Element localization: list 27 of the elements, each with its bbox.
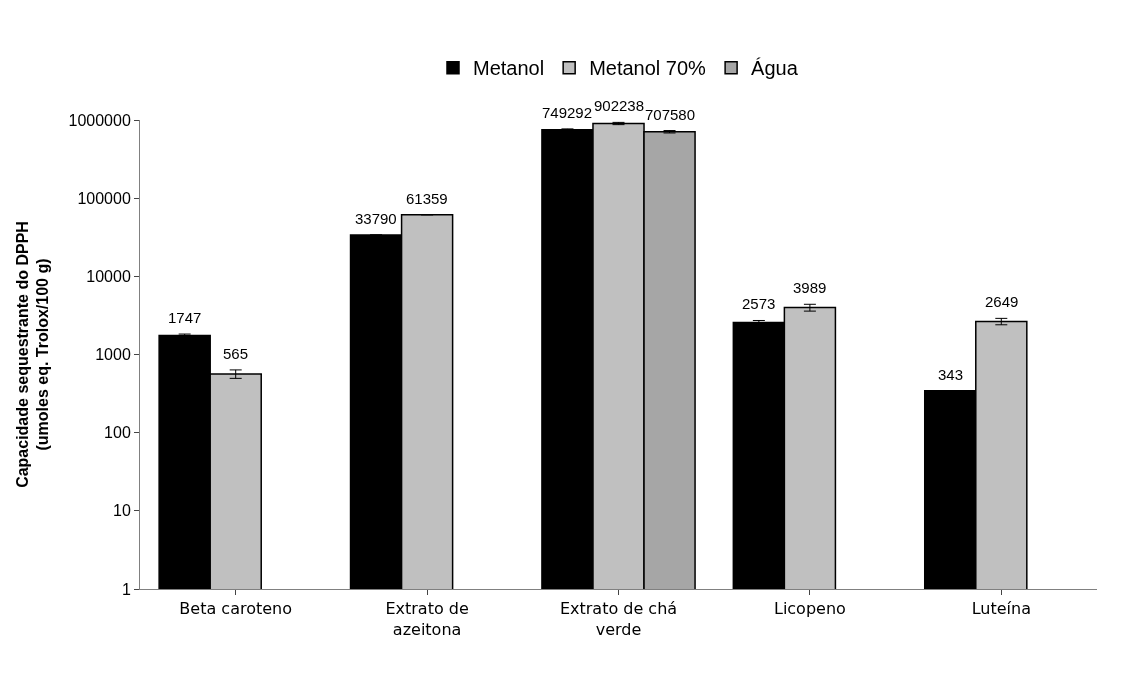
data-label: 2649 <box>985 293 1019 310</box>
data-label: 33790 <box>355 210 397 227</box>
data-label: 1747 <box>168 309 202 326</box>
x-tick-label: Extrato de azeitona <box>385 599 469 639</box>
data-label: 902238 <box>594 97 645 114</box>
data-label: 3989 <box>793 279 827 296</box>
y-tick-label: 10 <box>113 502 131 520</box>
y-tick-label: 10000 <box>86 267 131 285</box>
data-label: 343 <box>938 366 964 383</box>
legend-label: Água <box>751 57 799 80</box>
x-tick-label: Licopeno <box>773 599 846 619</box>
data-label: 749292 <box>542 104 593 121</box>
x-tick-label: Luteína <box>971 599 1031 619</box>
x-tick-label: Beta caroteno <box>179 599 293 619</box>
y-tick-label: 100 <box>104 424 131 442</box>
legend-label: Metanol 70% <box>589 57 707 80</box>
data-label: 2573 <box>742 295 776 312</box>
y-axis-title: Capacidade sequestrante do DPPH (umoles eq. Trolox/100 g) <box>13 221 52 488</box>
x-tick-label: Extrato de chá verde <box>559 599 678 639</box>
y-tick-label: 1000 <box>95 346 131 364</box>
data-label: 707580 <box>645 106 696 123</box>
y-tick-label: 1000000 <box>68 111 131 129</box>
y-tick-label: 100000 <box>77 189 131 207</box>
legend-label: Metanol <box>473 57 545 80</box>
y-tick-label: 1 <box>121 580 131 598</box>
data-label: 565 <box>223 345 249 362</box>
data-label: 61359 <box>406 190 448 207</box>
